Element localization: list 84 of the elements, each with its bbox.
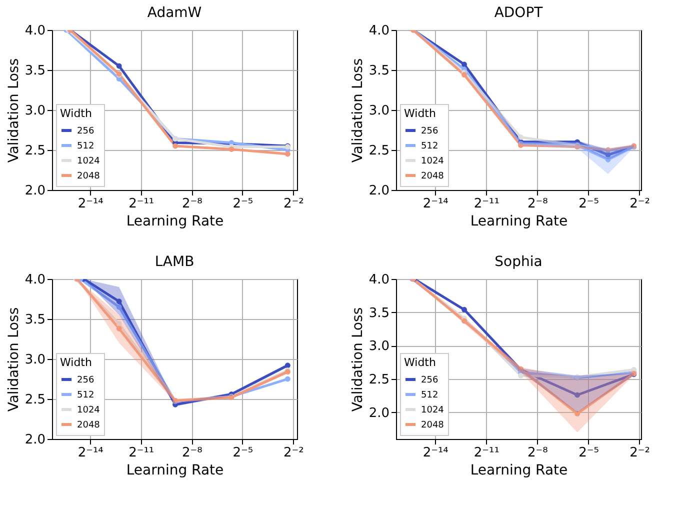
y-tick-label: 3.5 xyxy=(368,306,390,321)
y-tick-label: 3.5 xyxy=(368,64,390,78)
y-tick-label: 3.5 xyxy=(24,312,46,328)
x-axis-title: Learning Rate xyxy=(126,214,224,230)
y-tick-label: 4.0 xyxy=(368,272,390,288)
y-tick-label: 4.0 xyxy=(368,24,390,38)
y-axis-title: Validation Loss xyxy=(6,307,22,412)
x-tick-label: 2⁻¹⁴ xyxy=(78,196,104,212)
y-tick-label: 2.0 xyxy=(24,184,46,198)
x-tick-label: 2⁻⁸ xyxy=(182,196,202,212)
legend-label: 256 xyxy=(77,126,94,136)
chart-title: AdamW xyxy=(147,5,202,21)
legend-title: Width xyxy=(404,107,436,120)
y-tick-label: 3.0 xyxy=(368,339,390,354)
point xyxy=(116,298,122,304)
y-axis-title: Validation Loss xyxy=(350,307,366,412)
point xyxy=(172,143,178,149)
x-tick-label: 2⁻⁸ xyxy=(528,196,548,212)
x-tick-label: 2⁻¹⁴ xyxy=(78,446,104,460)
x-tick-label: 2⁻¹⁴ xyxy=(422,446,448,460)
legend-label: 256 xyxy=(421,126,438,136)
legend-label: 2048 xyxy=(77,172,100,182)
legend-label: 2048 xyxy=(77,420,100,430)
y-tick-label: 2.5 xyxy=(368,144,390,158)
x-tick-label: 2⁻¹¹ xyxy=(474,446,500,460)
y-tick-label: 2.5 xyxy=(24,144,46,158)
legend-title: Width xyxy=(404,356,436,369)
point xyxy=(462,306,467,312)
legend-label: 512 xyxy=(77,390,94,400)
legend-label: 1024 xyxy=(421,406,444,416)
y-tick-label: 4.0 xyxy=(24,272,46,288)
y-tick-label: 2.0 xyxy=(368,406,390,421)
point xyxy=(116,326,122,332)
legend-label: 1024 xyxy=(421,156,444,166)
x-axis-title: Learning Rate xyxy=(126,462,224,478)
y-tick-label: 2.5 xyxy=(368,372,390,388)
point xyxy=(116,304,122,310)
chart-title: Sophia xyxy=(494,254,542,270)
legend-label: 2048 xyxy=(421,420,444,430)
y-tick-label: 3.0 xyxy=(24,104,46,118)
x-tick-label: 2⁻⁸ xyxy=(182,446,202,460)
point xyxy=(116,63,122,69)
legend-label: 256 xyxy=(77,376,94,386)
chart-title: LAMB xyxy=(154,254,194,270)
point xyxy=(116,321,122,327)
x-tick-label: 2⁻¹⁴ xyxy=(422,196,448,212)
legend-title: Width xyxy=(60,107,92,120)
x-tick-label: 2⁻² xyxy=(630,446,650,460)
x-tick-label: 2⁻² xyxy=(630,196,650,212)
x-tick-label: 2⁻¹¹ xyxy=(474,196,500,212)
legend-label: 512 xyxy=(421,390,438,400)
x-axis-title: Learning Rate xyxy=(470,214,568,230)
y-axis-title: Validation Loss xyxy=(350,58,366,163)
y-tick-label: 3.5 xyxy=(24,64,46,78)
point xyxy=(284,362,290,368)
legend-label: 512 xyxy=(77,142,94,152)
y-tick-label: 2.0 xyxy=(368,184,390,198)
y-axis-title: Validation Loss xyxy=(6,58,22,163)
y-tick-label: 2.0 xyxy=(24,432,46,448)
point xyxy=(574,392,580,398)
point xyxy=(284,376,290,382)
legend-label: 2048 xyxy=(421,172,444,182)
y-tick-label: 2.5 xyxy=(24,392,46,408)
legend-title: Width xyxy=(60,356,92,369)
x-tick-label: 2⁻¹¹ xyxy=(128,446,154,460)
point xyxy=(574,410,580,416)
y-tick-label: 3.0 xyxy=(24,352,46,368)
x-tick-label: 2⁻⁵ xyxy=(578,446,599,460)
x-tick-label: 2⁻⁸ xyxy=(528,446,548,460)
x-tick-label: 2⁻² xyxy=(283,446,304,460)
y-tick-label: 4.0 xyxy=(24,24,46,38)
x-tick-label: 2⁻¹¹ xyxy=(128,196,154,212)
x-tick-label: 2⁻⁵ xyxy=(232,446,254,460)
legend-label: 1024 xyxy=(77,156,100,166)
x-tick-label: 2⁻⁵ xyxy=(232,196,254,212)
x-axis-title: Learning Rate xyxy=(470,462,568,478)
y-tick-label: 3.0 xyxy=(368,104,390,118)
chart-title: ADOPT xyxy=(494,5,544,21)
legend-label: 512 xyxy=(421,142,438,152)
legend-label: 256 xyxy=(421,376,438,386)
x-tick-label: 2⁻⁵ xyxy=(578,196,599,212)
legend-label: 1024 xyxy=(77,406,100,416)
x-tick-label: 2⁻² xyxy=(283,196,304,212)
point xyxy=(284,151,290,157)
